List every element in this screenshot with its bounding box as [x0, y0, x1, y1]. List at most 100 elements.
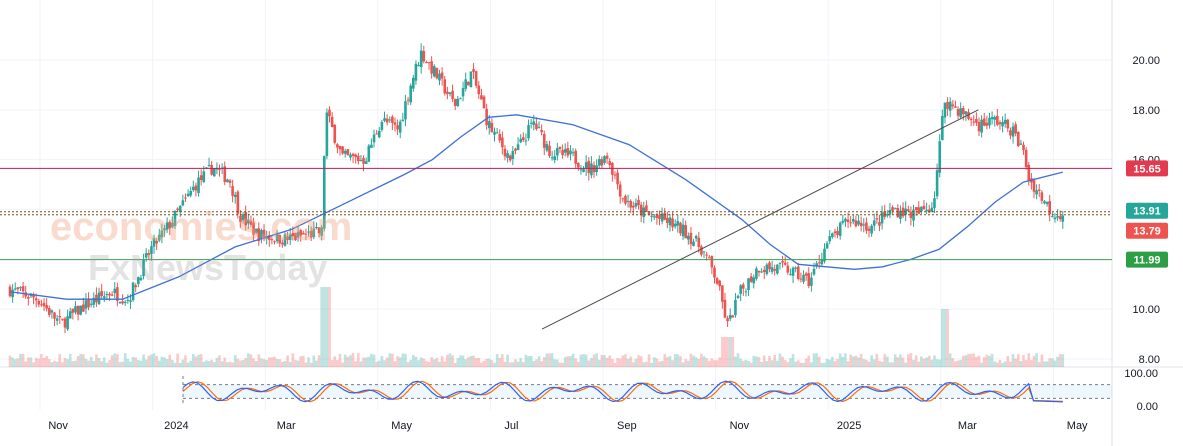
- candle-body: [419, 50, 423, 68]
- candle-body: [802, 274, 805, 282]
- volume-bar: [291, 353, 295, 367]
- candle-body: [270, 239, 274, 241]
- time-axis[interactable]: Nov 2024 Mar May Jul Sep Nov 2025 Mar May: [48, 420, 1088, 432]
- candle-body: [1032, 180, 1036, 192]
- candle-body: [8, 286, 12, 297]
- candle-body: [116, 287, 119, 301]
- candle-body: [1061, 215, 1065, 222]
- candle-body: [438, 73, 441, 81]
- volume-bar: [812, 353, 816, 367]
- volume-bar: [346, 356, 350, 367]
- volume-bar: [328, 287, 331, 367]
- candle-body: [385, 118, 389, 123]
- volume-bar: [367, 356, 371, 367]
- volume-bar: [40, 353, 43, 367]
- candle-body: [226, 179, 229, 183]
- volume-bar: [336, 359, 339, 367]
- candle-body: [728, 315, 732, 319]
- volume-bar: [574, 358, 577, 367]
- candle-body: [901, 207, 905, 217]
- volume-bar: [414, 356, 418, 367]
- candle-body: [917, 207, 921, 214]
- volume-bar: [762, 355, 766, 367]
- candle-body: [76, 305, 80, 315]
- candle-body: [192, 186, 195, 191]
- candle-body: [893, 208, 897, 210]
- volume-bar: [228, 361, 232, 367]
- volume-bar: [815, 353, 818, 367]
- candle-body: [611, 163, 614, 175]
- candle-body: [294, 233, 297, 241]
- volume-bar: [252, 358, 255, 367]
- volume-bar: [215, 357, 219, 367]
- candle-body: [351, 153, 355, 156]
- volume-bar: [891, 362, 894, 367]
- volume-bar: [181, 359, 185, 367]
- candle-body: [545, 144, 549, 151]
- candle-body: [587, 160, 591, 174]
- volume-bar: [448, 353, 452, 367]
- candle-body: [684, 225, 687, 239]
- candle-body: [13, 288, 17, 290]
- volume-bar: [163, 357, 166, 367]
- volume-bar: [941, 309, 944, 367]
- candle-body: [865, 222, 868, 231]
- volume-bar: [435, 357, 439, 367]
- volume-bar: [50, 362, 54, 367]
- volume-bar: [558, 362, 562, 367]
- volume-bar: [789, 358, 792, 367]
- volume-bar: [333, 356, 337, 367]
- volume-bar: [647, 354, 651, 367]
- volume-bar: [508, 362, 512, 367]
- candle-body: [396, 125, 399, 130]
- candle-body: [1043, 201, 1046, 204]
- candle-body: [516, 144, 520, 150]
- candle-body: [388, 119, 392, 121]
- candle-body: [645, 205, 648, 212]
- volume-bar: [139, 360, 143, 367]
- candle-body: [998, 122, 1002, 125]
- volume-bar: [946, 309, 949, 367]
- volume-bar: [582, 354, 585, 367]
- candle-body: [92, 297, 96, 305]
- candle-body: [752, 277, 756, 284]
- volume-bar: [1019, 361, 1023, 367]
- volume-bar: [474, 358, 478, 367]
- candle-body: [927, 209, 931, 213]
- candle-body: [362, 157, 365, 164]
- volume-bar: [74, 360, 77, 367]
- candle-body: [930, 207, 934, 212]
- candle-body: [108, 293, 111, 296]
- volume-bar: [288, 361, 292, 367]
- candle-body: [343, 150, 347, 154]
- volume-bar: [84, 358, 88, 367]
- candle-body: [579, 169, 583, 171]
- candle-body: [791, 267, 795, 276]
- volume-bar: [629, 356, 632, 367]
- volume-bar: [121, 361, 124, 367]
- volume-bar: [804, 358, 808, 367]
- candle-body: [558, 146, 562, 149]
- candle-body: [817, 262, 821, 264]
- candle-body: [548, 145, 551, 156]
- candle-body: [938, 141, 942, 173]
- volume-bar: [307, 357, 310, 367]
- candle-body: [825, 243, 829, 249]
- candle-body: [584, 162, 588, 169]
- candle-body: [1011, 126, 1015, 137]
- volume-bar: [343, 354, 347, 367]
- volume-bar: [954, 361, 957, 367]
- candle-body: [315, 226, 318, 229]
- candle-body: [1045, 201, 1049, 205]
- candle-body: [176, 208, 179, 211]
- candle-body: [600, 159, 604, 166]
- volume-bar: [645, 361, 648, 367]
- volume-bar: [16, 358, 20, 367]
- volume-bar: [904, 362, 907, 367]
- volume-bar: [668, 355, 672, 367]
- candle-body: [210, 165, 213, 175]
- time-tick-label: Mar: [277, 420, 296, 432]
- candle-body: [307, 231, 310, 233]
- candle-body: [626, 200, 630, 202]
